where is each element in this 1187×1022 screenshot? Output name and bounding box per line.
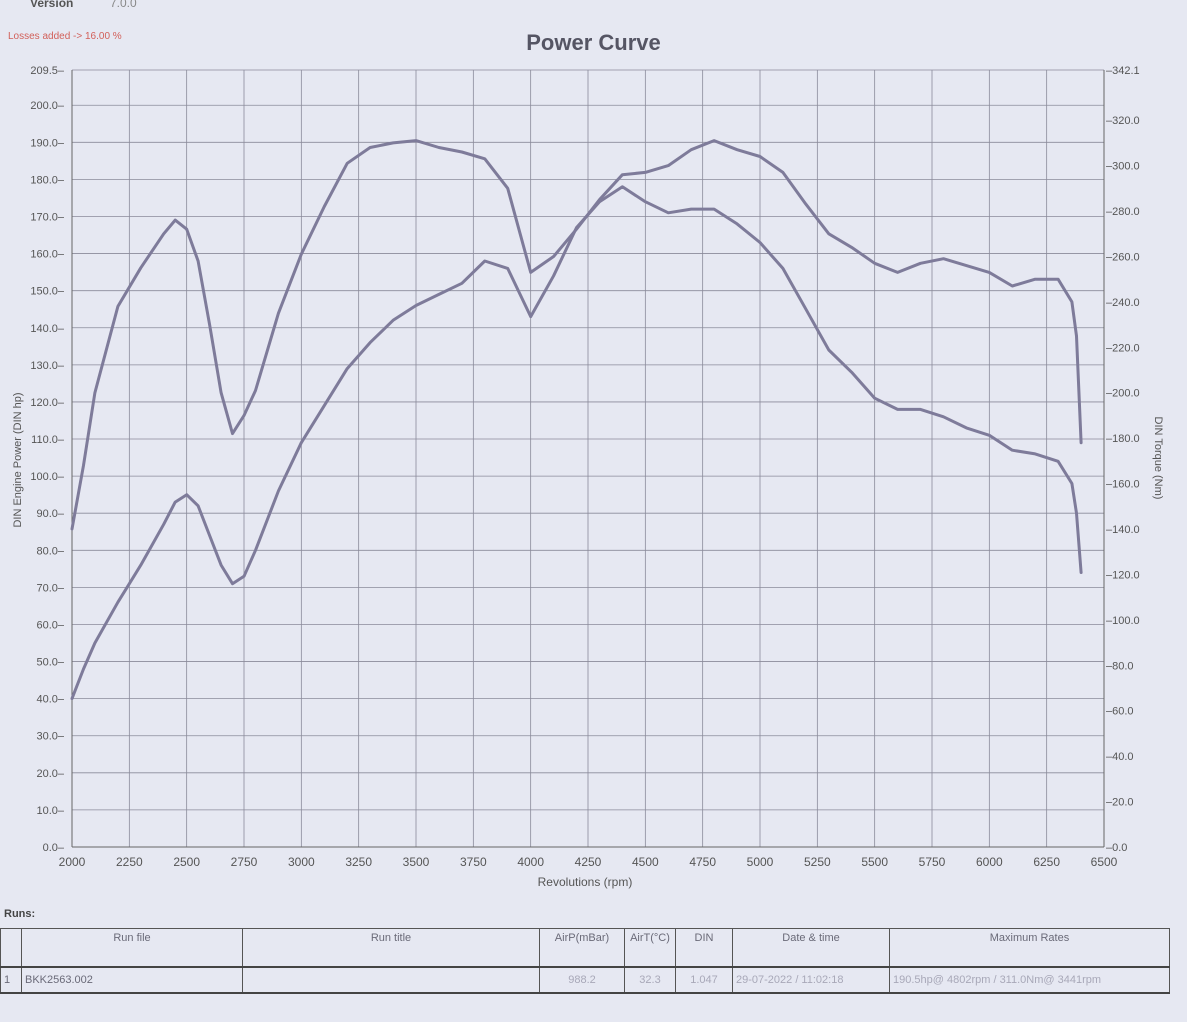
runs-header-row: Run file Run title AirP(mBar) AirT(°C) D… bbox=[0, 928, 1170, 968]
header-airt: AirT(°C) bbox=[624, 928, 676, 968]
run-din: 1.047 bbox=[675, 966, 733, 994]
power-curve-chart: 2000 2250 2500 2750 3000 3250 3500 3750 4000 4250… bbox=[12, 65, 1164, 889]
header-max-rates: Maximum Rates bbox=[889, 928, 1170, 968]
x-tick-label: 3000 bbox=[288, 855, 315, 869]
y-tick-label: 50.0– bbox=[36, 657, 64, 669]
y2-tick-label: –320.0 bbox=[1106, 115, 1140, 127]
header-run-file: Run file bbox=[21, 928, 243, 968]
y2-tick-label: –140.0 bbox=[1106, 524, 1140, 536]
x-axis-label: Revolutions (rpm) bbox=[538, 875, 633, 889]
x-tick-label: 4750 bbox=[689, 855, 716, 869]
y2-tick-label: –220.0 bbox=[1106, 342, 1140, 354]
y2-axis-label: DIN Torque (Nm) bbox=[1152, 417, 1164, 500]
y2-tick-label: –160.0 bbox=[1106, 479, 1140, 491]
y-tick-label: 150.0– bbox=[30, 286, 65, 298]
chart-title: Power Curve bbox=[526, 30, 661, 55]
y-tick-label: 120.0– bbox=[30, 397, 65, 409]
x-tick-label: 5500 bbox=[861, 855, 888, 869]
x-tick-label: 3250 bbox=[345, 855, 372, 869]
y-tick-label: 160.0– bbox=[30, 249, 65, 261]
table-row[interactable]: 1 BKK2563.002 988.2 32.3 1.047 29-07-202… bbox=[0, 966, 1170, 994]
y-tick-label: 209.5– bbox=[30, 65, 65, 77]
runs-index-header bbox=[0, 928, 22, 968]
y-tick-label: 10.0– bbox=[36, 805, 64, 817]
y-tick-label: 140.0– bbox=[30, 323, 65, 335]
x-tick-label: 5250 bbox=[804, 855, 831, 869]
x-tick-label: 6500 bbox=[1091, 855, 1118, 869]
run-title bbox=[242, 966, 540, 994]
y-tick-label: 40.0– bbox=[36, 694, 64, 706]
y2-tick-label: –0.0 bbox=[1106, 842, 1127, 854]
y2-tick-label: –180.0 bbox=[1106, 433, 1140, 445]
y-tick-label: 20.0– bbox=[36, 768, 64, 780]
x-tick-label: 5750 bbox=[919, 855, 946, 869]
losses-note: Losses added -> 16.00 % bbox=[8, 31, 122, 42]
x-tick-label: 2000 bbox=[59, 855, 86, 869]
y2-tick-label: –120.0 bbox=[1106, 569, 1140, 581]
version-value: 7.0.0 bbox=[110, 0, 137, 10]
x-tick-label: 2500 bbox=[173, 855, 200, 869]
y2-tick-label: –342.1 bbox=[1106, 65, 1140, 77]
y-tick-label: 170.0– bbox=[30, 211, 65, 223]
x-tick-label: 2250 bbox=[116, 855, 143, 869]
x-tick-label: 2750 bbox=[231, 855, 258, 869]
x-tick-label: 6000 bbox=[976, 855, 1003, 869]
y-tick-label: 70.0– bbox=[36, 582, 64, 594]
run-max-rates: 190.5hp@ 4802rpm / 311.0Nm@ 3441rpm bbox=[889, 966, 1170, 994]
run-airt: 32.3 bbox=[624, 966, 676, 994]
y-tick-label: 60.0– bbox=[36, 619, 64, 631]
torque-curve-line bbox=[70, 139, 1083, 531]
y-tick-label: 0.0– bbox=[43, 842, 65, 854]
runs-table: Run file Run title AirP(mBar) AirT(°C) D… bbox=[0, 928, 1170, 994]
x-tick-label: 4500 bbox=[632, 855, 659, 869]
x-tick-label: 3750 bbox=[460, 855, 487, 869]
run-file: BKK2563.002 bbox=[21, 966, 243, 994]
y2-tick-label: –240.0 bbox=[1106, 297, 1140, 309]
power-curve-line bbox=[70, 185, 1083, 701]
y-tick-label: 100.0– bbox=[30, 471, 65, 483]
x-tick-label: 5000 bbox=[747, 855, 774, 869]
y-tick-label: 90.0– bbox=[36, 508, 64, 520]
run-index: 1 bbox=[0, 966, 22, 994]
runs-label: Runs: bbox=[4, 908, 36, 920]
x-tick-label: 4000 bbox=[517, 855, 544, 869]
version-label: Version bbox=[30, 0, 74, 10]
y-tick-label: 190.0– bbox=[30, 137, 65, 149]
y2-tick-label: –60.0 bbox=[1106, 706, 1134, 718]
y-tick-label: 200.0– bbox=[30, 100, 65, 112]
y2-tick-label: –20.0 bbox=[1106, 797, 1134, 809]
run-airp: 988.2 bbox=[539, 966, 625, 994]
x-tick-label: 3500 bbox=[403, 855, 430, 869]
header-run-title: Run title bbox=[242, 928, 540, 968]
run-datetime: 29-07-2022 / 11:02:18 bbox=[732, 966, 890, 994]
y2-tick-label: –300.0 bbox=[1106, 161, 1140, 173]
header-din: DIN bbox=[675, 928, 733, 968]
y-tick-label: 80.0– bbox=[36, 545, 64, 557]
x-tick-label: 6250 bbox=[1033, 855, 1060, 869]
x-tick-label: 4250 bbox=[575, 855, 602, 869]
y2-tick-label: –280.0 bbox=[1106, 206, 1140, 218]
y-tick-label: 180.0– bbox=[30, 174, 65, 186]
y-tick-label: 110.0– bbox=[31, 434, 65, 446]
y2-tick-label: –100.0 bbox=[1106, 615, 1140, 627]
header-datetime: Date & time bbox=[732, 928, 890, 968]
y2-tick-label: –40.0 bbox=[1106, 751, 1134, 763]
y-tick-label: 130.0– bbox=[30, 360, 65, 372]
y2-tick-label: –80.0 bbox=[1106, 660, 1134, 672]
y2-tick-label: –260.0 bbox=[1106, 251, 1140, 263]
header-airp: AirP(mBar) bbox=[539, 928, 625, 968]
y2-tick-label: –200.0 bbox=[1106, 388, 1140, 400]
y-tick-label: 30.0– bbox=[36, 731, 64, 743]
y-axis-label: DIN Engine Power (DIN hp) bbox=[12, 392, 24, 527]
